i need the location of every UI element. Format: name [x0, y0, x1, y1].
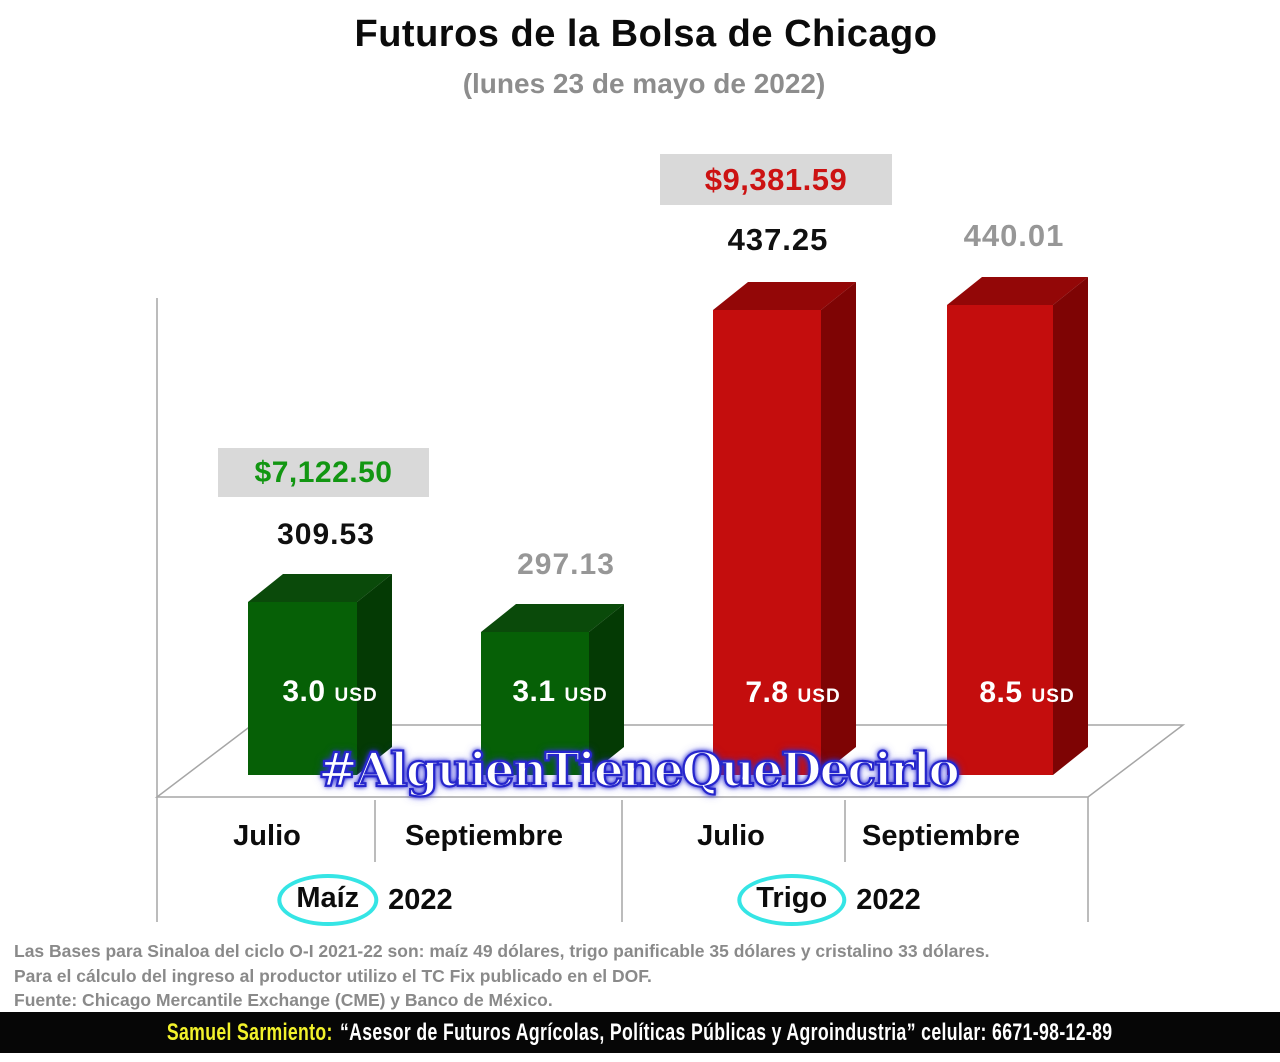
usd-unit: USD: [564, 685, 608, 706]
usd-unit: USD: [797, 686, 841, 707]
usd-label-wheat-julio: 7.8 USD: [745, 676, 840, 710]
bar-corn-septiembre-side: [589, 604, 624, 775]
usd-label-wheat-septiembre: 8.5 USD: [979, 676, 1074, 710]
usd-unit: USD: [1031, 686, 1075, 707]
usd-value: 7.8: [745, 676, 789, 709]
x-label-corn-julio: Julio: [233, 820, 301, 852]
footnote-bases: Las Bases para Sinaloa del ciclo O-I 202…: [14, 941, 990, 961]
value-label-wheat-septiembre: 440.01: [963, 218, 1065, 253]
bar-wheat-julio-front: [713, 310, 821, 775]
floor-plane: [154, 724, 1186, 798]
value-label-corn-septiembre: 297.13: [517, 548, 615, 581]
bar-wheat-septiembre-top: [947, 277, 1088, 305]
author-bar-text: Samuel Sarmiento: “Asesor de Futuros Agrí…: [167, 1019, 1113, 1047]
group-label-wheat: Trigo 2022: [737, 874, 921, 926]
corn-year: 2022: [388, 883, 453, 916]
value-label-wheat-julio: 437.25: [727, 222, 829, 257]
bar-wheat-julio-top: [713, 282, 856, 310]
x-label-wheat-julio: Julio: [697, 820, 765, 852]
author-name: Samuel Sarmiento:: [167, 1018, 334, 1046]
income-badge-wheat: $9,381.59: [660, 154, 892, 205]
usd-value: 3.1: [512, 675, 556, 708]
corn-highlight-ellipse: Maíz: [277, 874, 379, 926]
footnotes: Las Bases para Sinaloa del ciclo O-I 202…: [14, 939, 990, 1013]
bar-corn-septiembre: [481, 604, 624, 775]
usd-value: 3.0: [282, 675, 326, 708]
wheat-highlight-ellipse: Trigo: [737, 874, 847, 926]
watermark-hashtag: #AlguienTieneQueDecirlo: [317, 742, 961, 799]
page-subtitle: (lunes 23 de mayo de 2022): [462, 68, 826, 99]
usd-label-corn-julio: 3.0 USD: [282, 675, 377, 709]
bar-wheat-septiembre-front: [947, 305, 1053, 775]
income-badge-corn: $7,122.50: [218, 448, 429, 497]
bar-corn-julio-side: [357, 574, 392, 775]
bar-wheat-septiembre: [947, 277, 1088, 775]
bar-corn-julio-front: [248, 602, 357, 775]
author-bar: Samuel Sarmiento: “Asesor de Futuros Agrí…: [0, 1012, 1280, 1053]
bar-wheat-julio-side: [821, 282, 856, 775]
bar-wheat-septiembre-side: [1053, 277, 1088, 775]
x-label-corn-septiembre: Septiembre: [405, 820, 563, 852]
group-label-corn: Maíz 2022: [277, 874, 453, 926]
usd-label-corn-septiembre: 3.1 USD: [512, 675, 607, 709]
page-title: Futuros de la Bolsa de Chicago: [354, 13, 938, 55]
usd-value: 8.5: [979, 676, 1023, 709]
bar-corn-septiembre-top: [481, 604, 624, 632]
bar-corn-julio-top: [248, 574, 392, 602]
value-label-corn-julio: 309.53: [277, 518, 375, 551]
wheat-year: 2022: [856, 883, 921, 916]
usd-unit: USD: [334, 685, 378, 706]
bar-corn-julio: [248, 574, 392, 775]
bar-corn-septiembre-front: [481, 632, 589, 775]
x-label-wheat-septiembre: Septiembre: [862, 820, 1020, 852]
author-description: “Asesor de Futuros Agrícolas, Políticas …: [340, 1018, 1113, 1046]
footnote-tc-fix: Para el cálculo del ingreso al productor…: [14, 965, 652, 986]
bar-wheat-julio: [713, 282, 856, 775]
footnote-source: Fuente: Chicago Mercantile Exchange (CME…: [14, 990, 553, 1010]
